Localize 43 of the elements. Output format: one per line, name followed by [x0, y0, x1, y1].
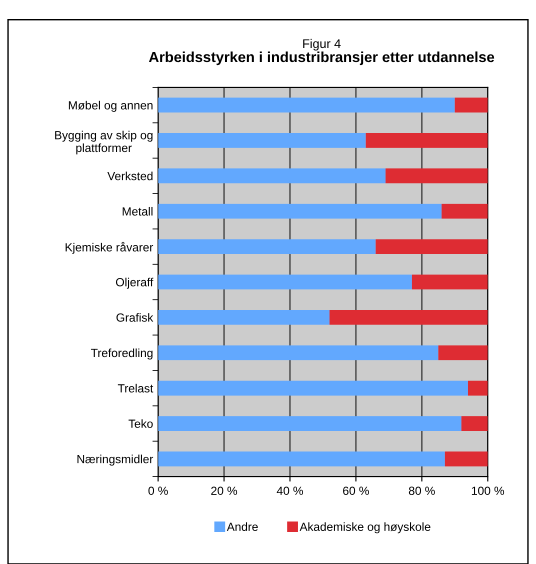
bar: [330, 310, 488, 325]
chart-subtitle: Figur 4: [303, 38, 341, 51]
y-tick-label: Treforedling: [90, 348, 153, 360]
y-tick-label: Grafisk: [116, 313, 154, 322]
bar: [158, 416, 462, 431]
bar: [376, 239, 488, 254]
legend-label: Akademiske og høyskole: [300, 522, 430, 534]
bar: [468, 380, 488, 396]
y-tick-label: Trelast: [118, 384, 154, 393]
y-tick-label: Metall: [122, 206, 152, 216]
bar: [158, 133, 366, 148]
x-tick-label: 80 %: [408, 486, 435, 495]
bar: [158, 274, 412, 290]
y-tick-label: Kjemiske råvarer: [66, 242, 154, 254]
bar: [366, 133, 488, 148]
x-tick-label: 20 %: [211, 486, 238, 495]
chart-title: Arbeidsstyrken i industribransjer etter utdannelse: [148, 51, 494, 66]
y-tick-label: Næringsmidler: [77, 454, 154, 466]
bar: [412, 274, 488, 290]
bar: [158, 310, 330, 325]
x-tick-label: 60 %: [343, 486, 369, 495]
bar: [158, 239, 376, 254]
x-tick-label: 0 %: [148, 486, 168, 495]
y-tick-label: Oljeraff: [116, 278, 154, 289]
bar: [461, 416, 488, 431]
bar: [438, 345, 488, 360]
bar: [158, 380, 468, 396]
x-tick-label: 100 %: [472, 486, 504, 495]
y-tick-label: Teko: [128, 419, 153, 428]
bar: [158, 98, 455, 113]
y-tick-label: Møbel og annen: [68, 100, 152, 112]
y-tick-label: Verksted: [107, 172, 152, 180]
bar: [158, 168, 386, 184]
bar: [158, 345, 438, 360]
bar: [158, 204, 442, 219]
x-tick-label: 40 %: [276, 486, 304, 495]
bar: [386, 168, 488, 184]
bar: [442, 204, 488, 219]
legend-label: Andre: [226, 522, 258, 531]
y-tick-label: Bygging av skip og plattformer: [55, 130, 153, 154]
bar: [454, 98, 488, 113]
bar: [444, 451, 488, 466]
bar: [158, 451, 445, 466]
